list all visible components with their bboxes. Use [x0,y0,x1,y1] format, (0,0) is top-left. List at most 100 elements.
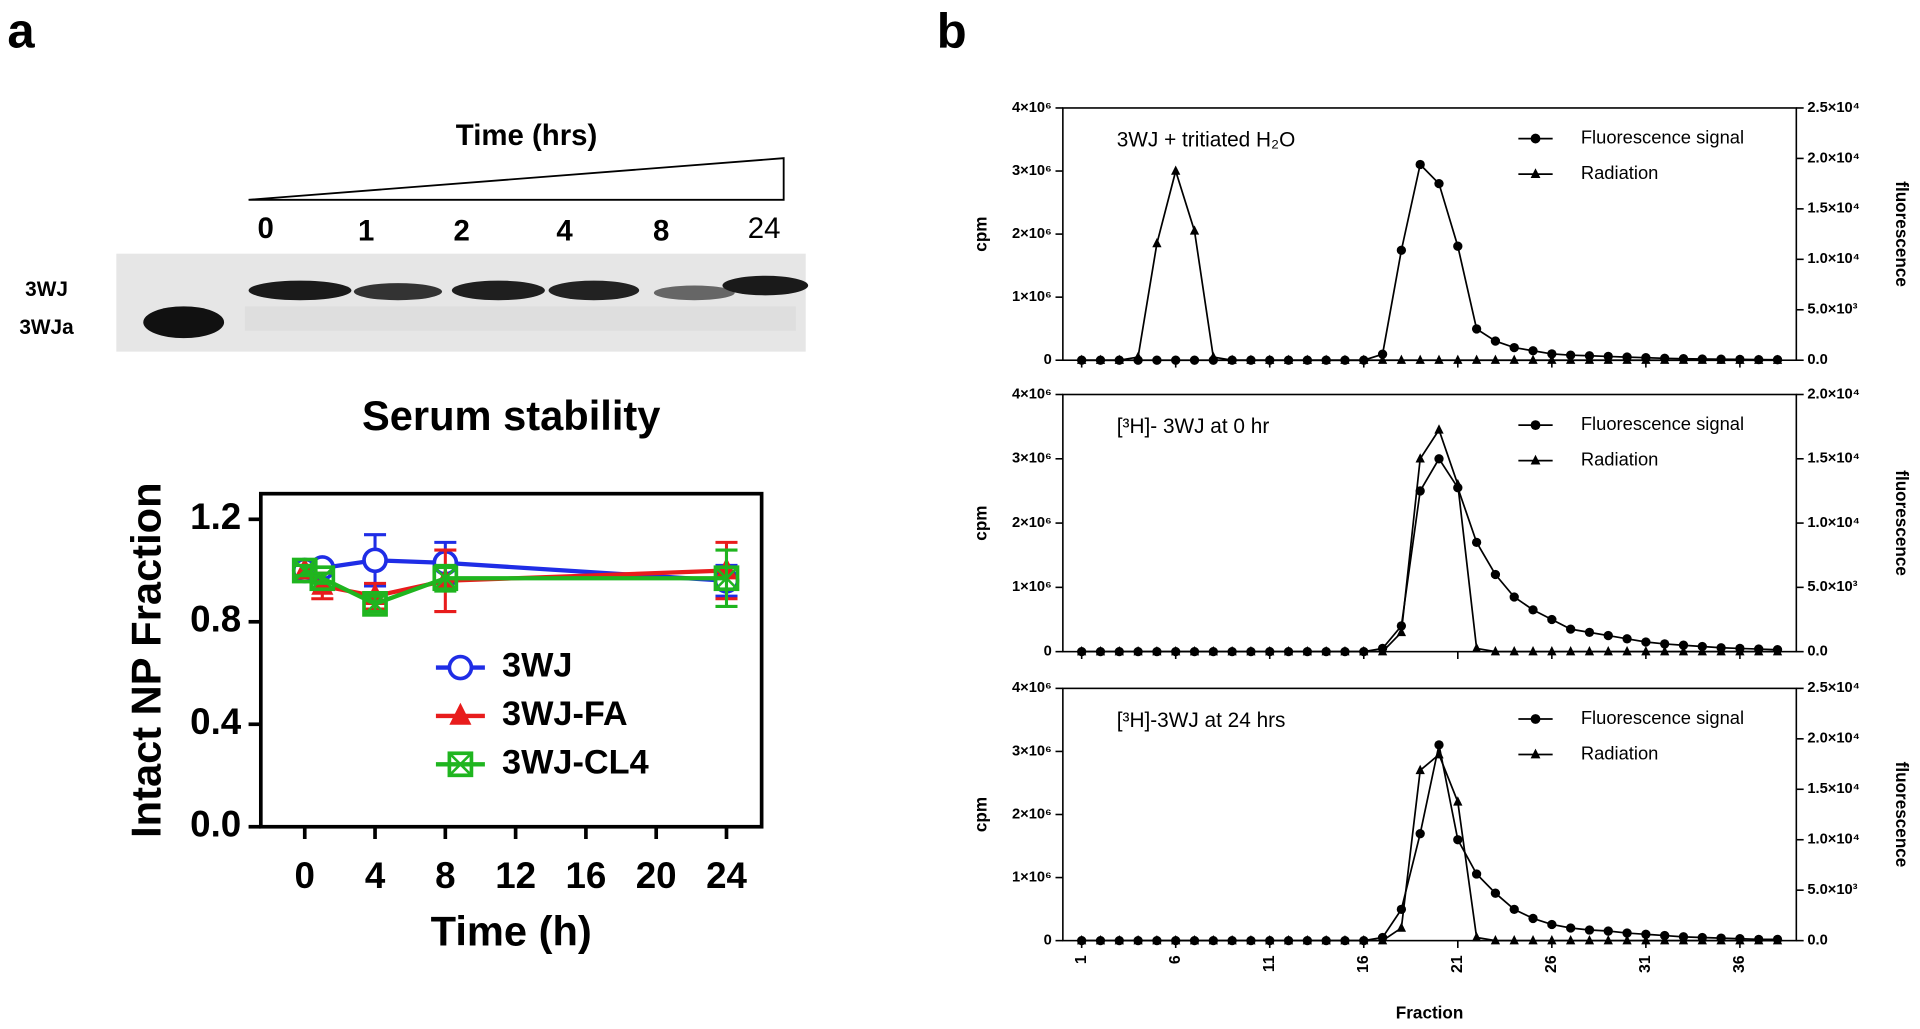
data-point [1509,646,1519,656]
y2-tick-label: 0.0 [1807,352,1827,368]
y-tick-label: 3×10⁶ [1012,451,1052,467]
data-point [1453,241,1463,251]
x-axis-label: Time (h) [431,908,592,955]
data-point [1434,740,1444,750]
marker-shape [1678,354,1689,364]
data-point [713,565,740,592]
data-point [1471,354,1482,364]
marker-shape [1077,646,1087,656]
data-point [1754,354,1764,364]
marker-shape [1453,796,1463,806]
marker-shape [1077,935,1087,945]
marker-shape [1471,537,1482,548]
marker-shape [449,702,472,725]
marker-shape [1584,935,1595,945]
marker-shape [1660,639,1670,649]
legend-marker [447,654,474,681]
marker-shape [1509,592,1519,602]
marker-shape [1077,354,1087,364]
y-axis-label: cpm [971,505,991,540]
data-point [1340,935,1350,945]
data-point [1603,354,1613,364]
marker-shape [1171,355,1181,365]
y2-tick-label: 0.0 [1807,932,1827,948]
data-point [1189,355,1200,365]
y2-axis-label: fluorescence [1892,762,1912,868]
marker-shape [1735,935,1745,945]
marker-shape [1283,935,1294,945]
data-point [1528,935,1538,945]
data-point [1265,646,1275,656]
y-tick-label: 0.4 [190,701,242,742]
data-point [362,547,388,574]
marker-shape [1716,646,1726,656]
marker-shape [1377,935,1388,945]
y2-tick-label: 0.0 [1807,644,1827,660]
data-point [1321,354,1331,364]
data-point [1434,354,1444,364]
data-point [1171,935,1181,945]
legend-label: 3WJ [502,647,572,685]
marker-shape [1622,646,1632,656]
marker-shape [1547,646,1557,656]
data-point [1246,935,1256,945]
annotation: [³H]- 3WJ at 0 hr [1117,415,1270,438]
marker-shape [1528,605,1538,615]
legend-label: 3WJ-FA [502,695,628,733]
data-point [432,565,459,592]
data-point [1584,925,1595,935]
data-point [1622,935,1632,945]
marker-shape [1697,354,1707,364]
data-point [1152,355,1162,365]
data-point [1697,354,1707,364]
data-point [1208,935,1218,945]
legend-marker [447,751,474,778]
data-point [1660,354,1670,364]
marker-shape [1152,237,1162,248]
marker-shape [1660,354,1670,364]
data-point [1603,935,1613,945]
data-point [1227,354,1237,364]
marker-shape [1490,888,1501,898]
marker-shape [1471,642,1482,653]
marker-shape [1565,646,1576,656]
data-point [1509,354,1519,364]
marker-shape [1171,935,1181,945]
marker-shape [1678,640,1689,650]
marker-shape [1471,324,1482,334]
y-tick-label: 0.0 [190,803,241,844]
data-point [1754,646,1764,656]
legend-label: 3WJ-CL4 [502,743,649,781]
marker-shape [1152,935,1162,945]
data-point [1716,935,1726,945]
data-point [1359,354,1369,364]
panel-label: b [937,4,967,58]
x-tick-label: 16 [1355,955,1372,973]
lane-label: 24 [748,212,781,245]
y2-tick-label: 1.0×10⁴ [1807,515,1860,531]
x-tick-label: 24 [706,855,747,896]
marker-shape [1530,714,1541,724]
marker-shape [1471,354,1482,364]
data-point [1377,935,1388,945]
marker-shape [1528,935,1538,945]
lane-label: 1 [358,215,374,248]
data-point [309,565,336,592]
marker-shape [1359,354,1369,364]
legend-label: Radiation [1581,448,1659,469]
y-axis-label: cpm [971,216,991,251]
data-point [1415,354,1425,364]
legend-label: Radiation [1581,162,1659,183]
data-point [1528,913,1538,924]
marker-shape [1641,354,1651,364]
marker-shape [713,565,740,592]
data-point [1565,935,1576,945]
data-point [1622,354,1632,364]
legend-label: Fluorescence signal [1581,413,1744,434]
data-point [1114,646,1124,656]
data-point [1095,646,1106,656]
data-point [1171,646,1181,656]
data-point [1302,935,1312,945]
y2-tick-label: 5.0×10³ [1807,302,1857,318]
